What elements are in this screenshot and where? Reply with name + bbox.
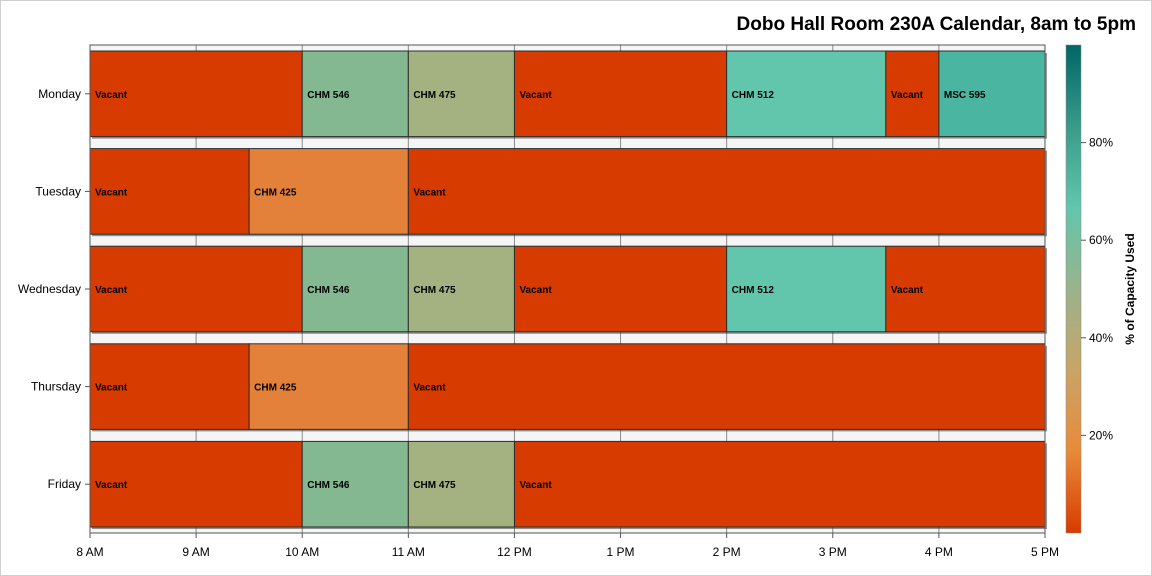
x-tick-label: 4 PM xyxy=(925,545,953,559)
bar-label: Vacant xyxy=(95,383,128,394)
x-tick-label: 12 PM xyxy=(497,545,532,559)
schedule-bar xyxy=(89,148,250,235)
schedule-bar xyxy=(407,148,1046,235)
x-tick-label: 5 PM xyxy=(1031,545,1059,559)
bar-label: CHM 546 xyxy=(307,480,350,491)
bar-label: CHM 475 xyxy=(413,90,456,101)
schedule-bar xyxy=(885,245,1046,333)
schedule-bar xyxy=(248,148,409,235)
colorbar-tick-label: 40% xyxy=(1089,331,1113,345)
colorbar-tick-label: 80% xyxy=(1089,136,1113,150)
bar-label: CHM 512 xyxy=(732,90,775,101)
bar-label: CHM 425 xyxy=(254,383,297,394)
colorbar-bar xyxy=(1065,44,1082,534)
x-tick-label: 2 PM xyxy=(713,545,741,559)
x-tick-label: 3 PM xyxy=(819,545,847,559)
bar-label: Vacant xyxy=(891,285,924,296)
y-tick-label: Thursday xyxy=(31,380,81,394)
colorbar: 20% 40% 60% 80% % of Capacity Used xyxy=(1065,44,1137,534)
x-tick-label: 1 PM xyxy=(607,545,635,559)
bar-label: Vacant xyxy=(519,90,552,101)
bar-label: MSC 595 xyxy=(944,90,986,101)
schedule-bar xyxy=(407,245,515,333)
schedule-bar xyxy=(301,50,409,138)
colorbar-tick-label: 60% xyxy=(1089,233,1113,247)
bar-label: CHM 475 xyxy=(413,480,456,491)
schedule-bar xyxy=(938,50,1046,138)
bar-label: CHM 546 xyxy=(307,285,350,296)
schedule-bar xyxy=(89,343,250,430)
y-tick-label: Friday xyxy=(48,477,81,491)
chart-title: Dobo Hall Room 230A Calendar, 8am to 5pm xyxy=(736,14,1136,35)
x-tick-label: 10 AM xyxy=(285,545,319,559)
schedule-bar xyxy=(248,343,409,430)
bar-label: CHM 425 xyxy=(254,187,297,198)
x-tick-label: 9 AM xyxy=(182,545,209,559)
bar-label: Vacant xyxy=(95,480,128,491)
bar-label: Vacant xyxy=(95,90,128,101)
bar-label: Vacant xyxy=(95,285,128,296)
schedule-bar xyxy=(513,50,728,138)
schedule-bar xyxy=(301,440,409,528)
bar-label: CHM 512 xyxy=(732,285,775,296)
bar-label: CHM 546 xyxy=(307,90,350,101)
schedule-bar xyxy=(726,50,887,138)
bar-label: Vacant xyxy=(413,383,446,394)
x-tick-label: 8 AM xyxy=(76,545,103,559)
schedule-bar xyxy=(885,50,940,138)
schedule-bar xyxy=(407,343,1046,430)
y-tick-label: Tuesday xyxy=(35,184,81,198)
bar-label: Vacant xyxy=(95,187,128,198)
y-tick-label: Wednesday xyxy=(18,282,81,296)
schedule-bar xyxy=(89,50,303,138)
bar-label: Vacant xyxy=(519,480,552,491)
schedule-bar xyxy=(407,50,515,138)
schedule-bar xyxy=(726,245,887,333)
colorbar-tick-label: 20% xyxy=(1089,428,1113,442)
bar-label: Vacant xyxy=(519,285,552,296)
schedule-bar xyxy=(301,245,409,333)
colorbar-title: % of Capacity Used xyxy=(1123,233,1137,344)
plot-area: Vacant CHM 546 CHM 475 Vacant CHM 512 Vacant M… xyxy=(18,44,1059,559)
schedule-bar xyxy=(513,440,1046,528)
y-tick-label: Monday xyxy=(38,87,81,101)
bar-label: Vacant xyxy=(413,187,446,198)
x-tick-label: 11 AM xyxy=(392,545,425,559)
bar-label: CHM 475 xyxy=(413,285,456,296)
bar-label: Vacant xyxy=(891,90,924,101)
